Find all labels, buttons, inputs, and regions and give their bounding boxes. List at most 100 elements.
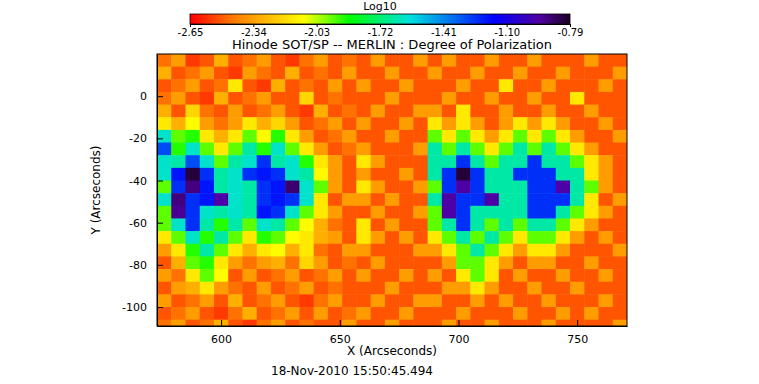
cell (242, 269, 257, 282)
cell (228, 130, 243, 143)
chart: 600650700750-100-80-60-40-200X (Arcsecon… (0, 0, 759, 384)
cell (570, 244, 585, 257)
cell (399, 181, 414, 194)
cell (584, 294, 599, 307)
cell (399, 105, 414, 118)
cell (371, 92, 386, 105)
cell (200, 218, 215, 231)
y-tick-mark (157, 307, 163, 308)
x-tick: 700 (448, 320, 469, 346)
cell (456, 117, 471, 130)
cell (299, 244, 314, 257)
cell (613, 294, 627, 307)
cell (527, 155, 542, 168)
cell (314, 193, 329, 206)
cell (584, 67, 599, 80)
cell (257, 282, 272, 295)
cell (584, 244, 599, 257)
cell (456, 181, 471, 194)
cell (257, 155, 272, 168)
cell (228, 181, 243, 194)
cell (442, 67, 457, 80)
cell (171, 155, 186, 168)
cell (385, 155, 400, 168)
cell (527, 294, 542, 307)
cell (413, 130, 428, 143)
cell (599, 294, 614, 307)
x-tick-label: 750 (567, 333, 588, 346)
colorbar-tick-label: -0.79 (558, 27, 584, 38)
cell (499, 117, 514, 130)
cell (499, 54, 514, 67)
cell (328, 181, 343, 194)
cell (385, 92, 400, 105)
cell (399, 155, 414, 168)
cell (314, 206, 329, 219)
cell (584, 117, 599, 130)
cell (456, 282, 471, 295)
cell (242, 307, 257, 320)
cell (584, 269, 599, 282)
cell (385, 105, 400, 118)
cell (413, 256, 428, 269)
cell (413, 92, 428, 105)
cell (499, 155, 514, 168)
cell (599, 206, 614, 219)
cell (328, 67, 343, 80)
cell (556, 168, 571, 181)
cell (371, 67, 386, 80)
cell (456, 231, 471, 244)
cell (584, 218, 599, 231)
cell (613, 193, 627, 206)
cell (214, 307, 229, 320)
cell (513, 155, 528, 168)
cell (485, 231, 500, 244)
cell (527, 105, 542, 118)
cell (299, 269, 314, 282)
cell (242, 282, 257, 295)
cell (200, 256, 215, 269)
cell (371, 269, 386, 282)
cell (299, 105, 314, 118)
cell (570, 294, 585, 307)
cell (499, 105, 514, 118)
cell (542, 244, 557, 257)
cell (570, 92, 585, 105)
cell (257, 143, 272, 156)
colorbar-tick-label: -1.10 (494, 27, 520, 38)
cell (542, 54, 557, 67)
cell (456, 320, 471, 326)
cell (200, 155, 215, 168)
cell (470, 105, 485, 118)
cell (385, 193, 400, 206)
cell (342, 256, 357, 269)
cell (328, 256, 343, 269)
cell (242, 218, 257, 231)
cell (570, 130, 585, 143)
cell (157, 143, 172, 156)
cell (527, 54, 542, 67)
cell (442, 206, 457, 219)
cell (242, 294, 257, 307)
cell (470, 307, 485, 320)
cell (271, 218, 286, 231)
cell (185, 193, 200, 206)
cell (556, 307, 571, 320)
cell (271, 67, 286, 80)
cell (428, 206, 443, 219)
y-axis-line (157, 55, 158, 327)
cell (542, 155, 557, 168)
cell (299, 206, 314, 219)
cell (385, 256, 400, 269)
cell (470, 256, 485, 269)
cell (513, 320, 528, 326)
cell (285, 143, 300, 156)
cell (485, 256, 500, 269)
cell (527, 231, 542, 244)
cell (314, 168, 329, 181)
cell (299, 294, 314, 307)
cell (299, 155, 314, 168)
cell (285, 117, 300, 130)
cell (485, 130, 500, 143)
cell (285, 130, 300, 143)
